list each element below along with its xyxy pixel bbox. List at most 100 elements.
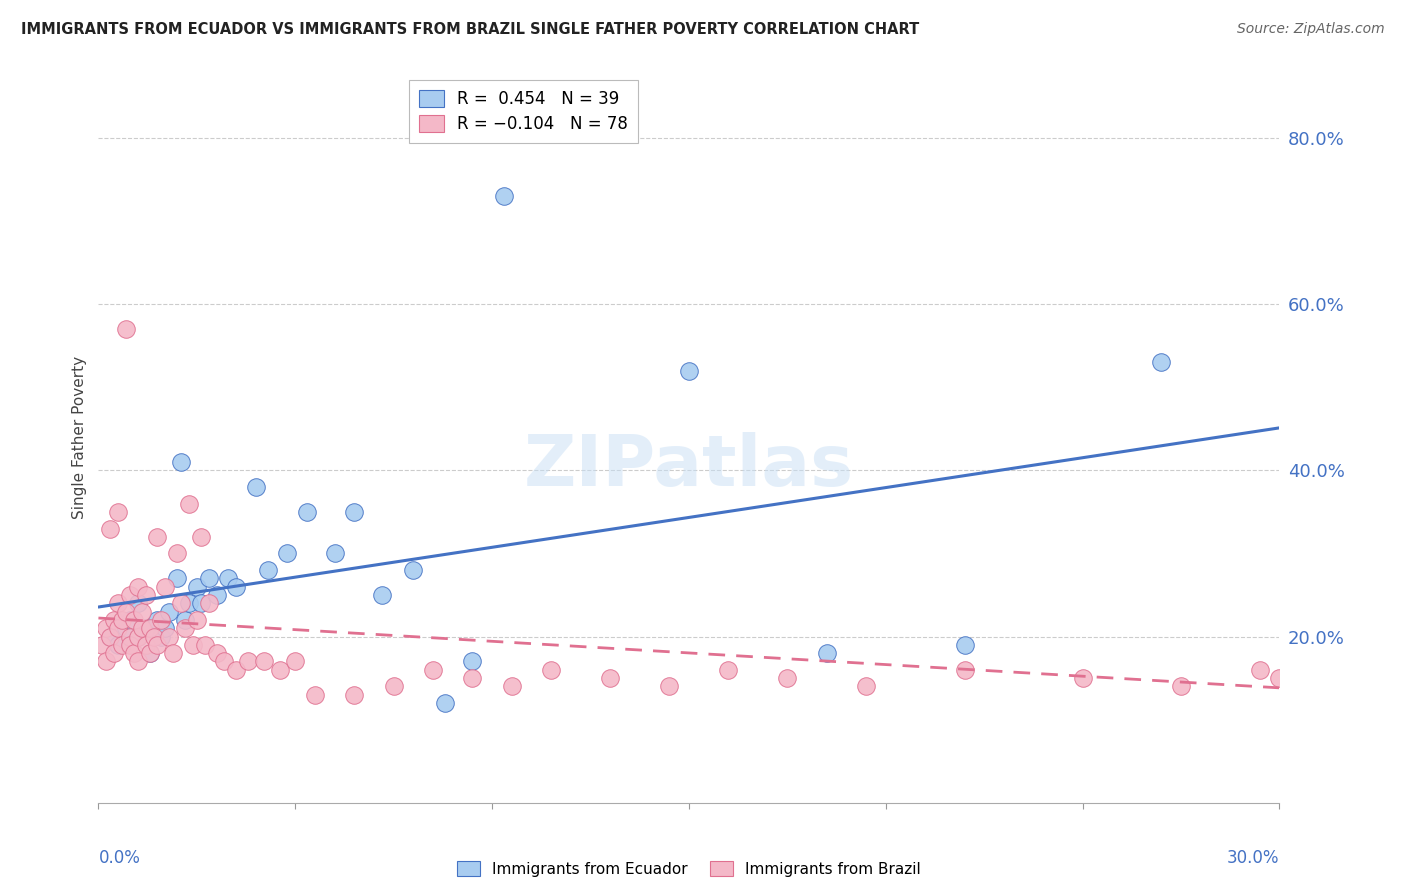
Point <box>214 655 236 669</box>
Text: IMMIGRANTS FROM ECUADOR VS IMMIGRANTS FROM BRAZIL SINGLE FATHER POVERTY CORRELAT: IMMIGRANTS FROM ECUADOR VS IMMIGRANTS FR… <box>21 22 920 37</box>
Point <box>236 655 259 669</box>
Point <box>1170 680 1192 694</box>
Point <box>118 613 141 627</box>
Point <box>115 621 138 635</box>
Point <box>433 696 456 710</box>
Point <box>98 521 121 535</box>
Point <box>177 596 200 610</box>
Point <box>217 571 239 585</box>
Point <box>107 505 129 519</box>
Point <box>678 363 700 377</box>
Point <box>138 646 160 660</box>
Point <box>174 613 197 627</box>
Point <box>166 571 188 585</box>
Point <box>599 671 621 685</box>
Text: 0.0%: 0.0% <box>98 848 141 866</box>
Point <box>131 621 153 635</box>
Point <box>115 322 138 336</box>
Point <box>135 588 157 602</box>
Point <box>107 596 129 610</box>
Point <box>122 646 145 660</box>
Point <box>776 671 799 685</box>
Point <box>107 621 129 635</box>
Point <box>162 646 184 660</box>
Point <box>157 630 180 644</box>
Point <box>177 497 200 511</box>
Point <box>402 563 425 577</box>
Point <box>91 638 114 652</box>
Point <box>194 638 217 652</box>
Point <box>323 546 346 560</box>
Point <box>343 688 366 702</box>
Point <box>245 480 267 494</box>
Text: Source: ZipAtlas.com: Source: ZipAtlas.com <box>1237 22 1385 37</box>
Point <box>953 638 976 652</box>
Point <box>304 688 326 702</box>
Point <box>118 638 141 652</box>
Point <box>142 630 165 644</box>
Point <box>186 580 208 594</box>
Point <box>197 596 219 610</box>
Point <box>174 621 197 635</box>
Point <box>225 663 247 677</box>
Point <box>1308 671 1330 685</box>
Point <box>253 655 276 669</box>
Point <box>138 646 160 660</box>
Point <box>540 663 562 677</box>
Point <box>197 571 219 585</box>
Point <box>111 638 134 652</box>
Point <box>461 671 484 685</box>
Point <box>98 630 121 644</box>
Point <box>225 580 247 594</box>
Point <box>1327 680 1350 694</box>
Point <box>155 621 177 635</box>
Point <box>170 455 193 469</box>
Point <box>1367 680 1389 694</box>
Y-axis label: Single Father Poverty: Single Father Poverty <box>72 356 87 518</box>
Point <box>107 638 129 652</box>
Point <box>166 546 188 560</box>
Point <box>150 630 173 644</box>
Point <box>98 630 121 644</box>
Point <box>269 663 291 677</box>
Point <box>717 663 740 677</box>
Text: ZIPatlas: ZIPatlas <box>524 432 853 500</box>
Point <box>103 646 125 660</box>
Point <box>103 613 125 627</box>
Point <box>138 621 160 635</box>
Point <box>181 638 204 652</box>
Point <box>135 621 157 635</box>
Point <box>150 613 173 627</box>
Point <box>205 646 228 660</box>
Point <box>157 605 180 619</box>
Point <box>1386 671 1406 685</box>
Point <box>122 613 145 627</box>
Point <box>953 663 976 677</box>
Point <box>135 638 157 652</box>
Point <box>461 655 484 669</box>
Point <box>155 580 177 594</box>
Point <box>146 638 169 652</box>
Point <box>1249 663 1271 677</box>
Point <box>1347 671 1369 685</box>
Point <box>127 655 149 669</box>
Text: 30.0%: 30.0% <box>1227 848 1279 866</box>
Point <box>127 630 149 644</box>
Point <box>295 505 318 519</box>
Point <box>96 621 118 635</box>
Point <box>127 580 149 594</box>
Point <box>1268 671 1291 685</box>
Point <box>170 596 193 610</box>
Point <box>127 630 149 644</box>
Point <box>343 505 366 519</box>
Point <box>1288 680 1310 694</box>
Point <box>118 588 141 602</box>
Point <box>1071 671 1094 685</box>
Point <box>96 655 118 669</box>
Point <box>284 655 307 669</box>
Point <box>186 613 208 627</box>
Point <box>855 680 877 694</box>
Point <box>131 605 153 619</box>
Point <box>111 613 134 627</box>
Point <box>382 680 405 694</box>
